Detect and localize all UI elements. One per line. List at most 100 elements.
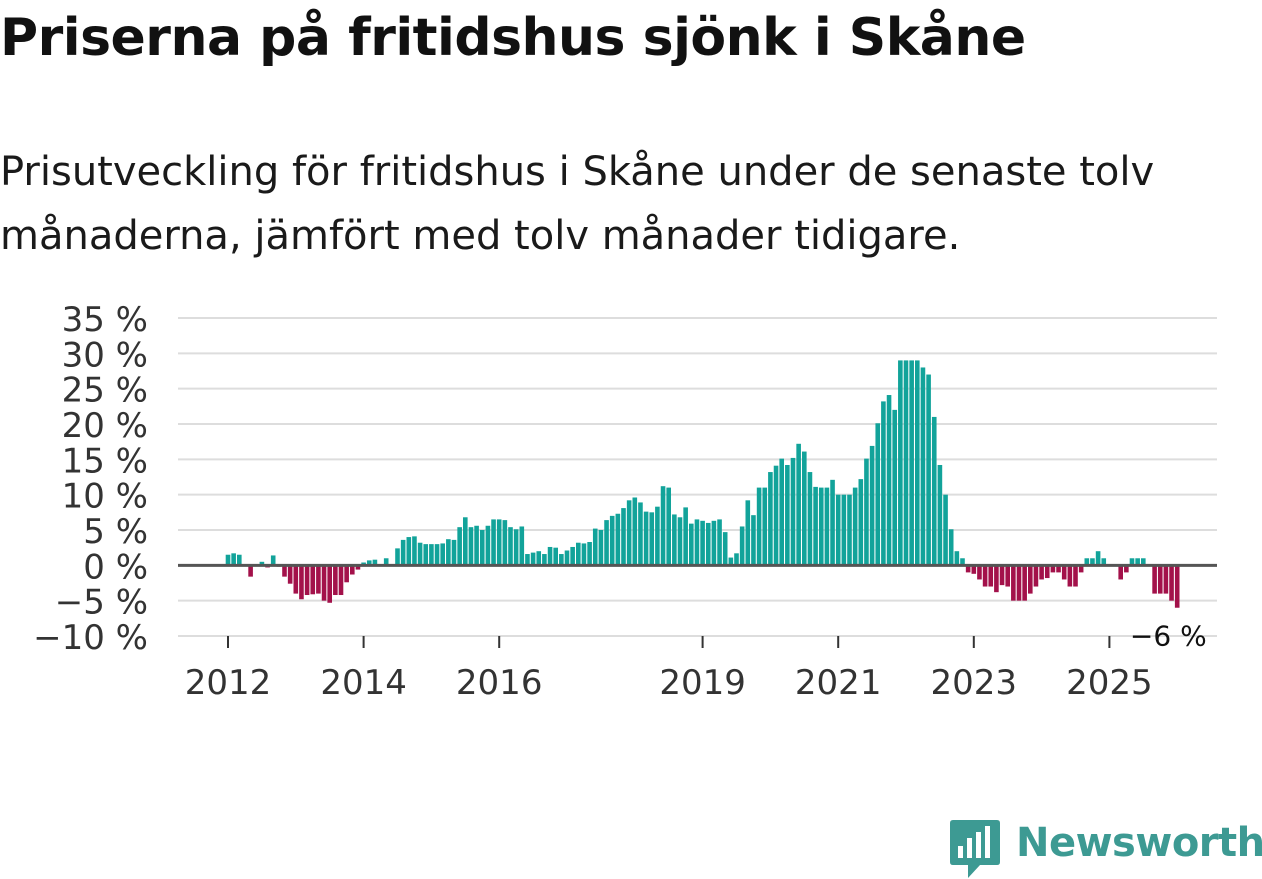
bar — [994, 565, 999, 593]
bar — [1095, 551, 1101, 566]
bar — [615, 513, 621, 566]
y-tick-label: 35 % — [62, 300, 148, 340]
bar — [898, 360, 903, 566]
bar — [751, 515, 756, 566]
y-tick-label: 25 % — [62, 371, 148, 411]
y-tick-label: 30 % — [62, 335, 148, 375]
bar — [259, 561, 265, 566]
bar — [1022, 565, 1027, 601]
bar — [931, 416, 937, 566]
bar — [807, 472, 813, 566]
bar — [694, 519, 700, 566]
bar — [1016, 565, 1022, 601]
bar — [609, 515, 615, 566]
bar — [564, 550, 570, 566]
bar — [1050, 565, 1056, 573]
bar — [598, 530, 604, 566]
y-tick-label: 5 % — [83, 512, 148, 552]
bar — [1135, 558, 1140, 566]
bar — [632, 497, 638, 566]
bar — [728, 557, 734, 566]
y-axis-tick-labels: 35 %30 %25 %20 %15 %10 %5 %0 %−5 %−10 % — [33, 300, 148, 658]
bar — [1078, 565, 1084, 573]
bar — [1039, 565, 1044, 580]
bar — [310, 565, 316, 595]
bar — [982, 565, 988, 587]
bar — [1033, 565, 1039, 587]
bar — [768, 472, 773, 566]
bar — [491, 519, 496, 566]
bar — [1152, 565, 1157, 594]
bar — [621, 508, 626, 566]
bar — [1011, 565, 1016, 601]
bar — [530, 552, 536, 566]
bar — [237, 554, 242, 566]
bar — [587, 542, 592, 566]
bar — [287, 565, 293, 584]
bar — [270, 555, 276, 566]
bar — [920, 367, 926, 566]
bar — [655, 506, 660, 566]
bar — [892, 409, 897, 566]
bar — [643, 511, 649, 566]
x-tick-label: 2014 — [320, 663, 407, 703]
bar — [1005, 565, 1010, 587]
bar — [513, 529, 519, 566]
bar — [502, 520, 508, 566]
y-tick-label: 0 % — [83, 547, 148, 587]
bar — [858, 479, 864, 566]
y-tick-label: 15 % — [62, 441, 148, 481]
bar — [943, 494, 948, 566]
bar — [553, 547, 558, 566]
bar — [830, 479, 835, 566]
bar — [468, 527, 474, 566]
bar — [525, 554, 530, 566]
gridlines — [178, 317, 1217, 637]
brand-name: Newsworthy — [1016, 820, 1262, 866]
bar — [779, 458, 784, 566]
bar — [977, 565, 982, 580]
bar — [434, 544, 440, 566]
bar — [1118, 565, 1123, 580]
bar — [542, 554, 547, 566]
bar — [909, 360, 914, 566]
bar — [592, 528, 598, 566]
bar — [835, 494, 841, 566]
bar — [479, 530, 485, 566]
bar — [638, 502, 643, 566]
x-tick-label: 2012 — [185, 663, 272, 703]
chart-title: Priserna på fritidshus sjönk i Skåne — [0, 8, 1026, 68]
bar — [299, 565, 304, 600]
bar — [463, 517, 468, 566]
bar — [717, 519, 722, 566]
last-value-annotation: −6 % — [1130, 620, 1207, 653]
bar — [508, 527, 513, 566]
bar — [824, 487, 830, 566]
bar — [937, 464, 943, 566]
bar — [672, 514, 677, 566]
bar — [869, 445, 875, 566]
bar — [700, 520, 705, 566]
bar — [1157, 565, 1163, 594]
bar — [350, 565, 355, 575]
bar — [988, 565, 994, 587]
bar — [785, 464, 790, 566]
annotations: −6 % — [1130, 620, 1207, 653]
bar — [954, 551, 960, 566]
bar — [864, 458, 869, 566]
bar — [852, 487, 858, 566]
bar — [689, 523, 694, 566]
bar — [1141, 558, 1146, 566]
bar — [304, 565, 310, 596]
bar — [406, 537, 412, 566]
bar — [796, 443, 801, 566]
bar — [1061, 565, 1067, 580]
y-tick-label: −10 % — [33, 618, 148, 658]
bar — [496, 519, 502, 566]
bar — [536, 551, 542, 566]
bar — [474, 525, 479, 566]
bar — [1028, 565, 1033, 594]
bar — [485, 525, 491, 566]
newsworthy-logo-icon — [950, 820, 1000, 878]
bar — [666, 487, 671, 566]
